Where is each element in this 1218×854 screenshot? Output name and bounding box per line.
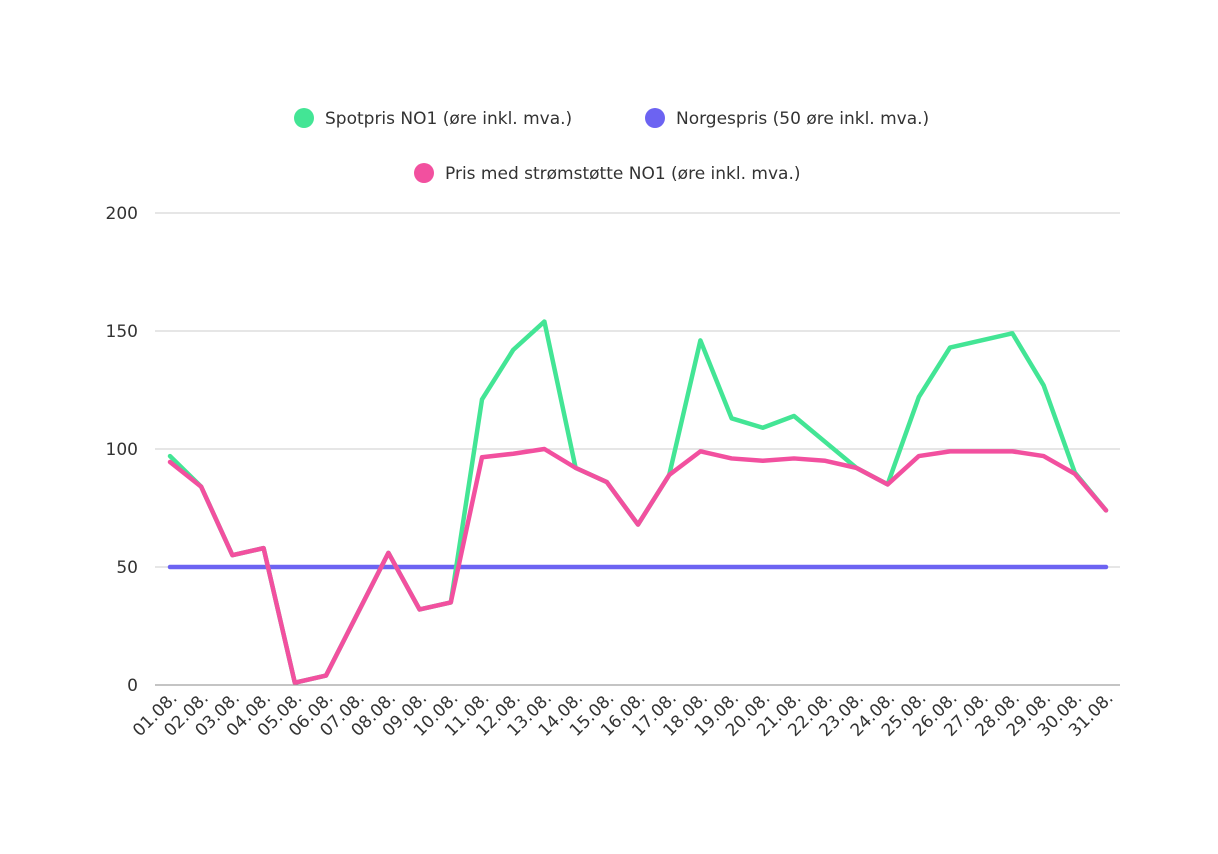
x-axis: 01.08.02.08.03.08.04.08.05.08.06.08.07.0… [129, 688, 1117, 740]
y-tick-label: 100 [106, 440, 138, 460]
legend-label: Spotpris NO1 (øre inkl. mva.) [325, 109, 572, 129]
series-lines [167, 319, 1109, 685]
legend-marker [414, 163, 434, 183]
legend-label: Norgespris (50 øre inkl. mva.) [676, 109, 929, 129]
y-axis: 0 50 100 150 200 [106, 204, 138, 696]
gridlines [155, 212, 1120, 686]
y-tick-label: 0 [127, 676, 138, 696]
y-tick-label: 200 [106, 204, 138, 224]
y-tick-label: 50 [116, 558, 138, 578]
legend-label: Pris med strømstøtte NO1 (øre inkl. mva.… [445, 164, 801, 184]
legend-marker [294, 108, 314, 128]
series-line-0 [167, 319, 1109, 685]
series-line-2 [167, 446, 1109, 685]
y-tick-label: 150 [106, 322, 138, 342]
legend-marker [645, 108, 665, 128]
legend: Spotpris NO1 (øre inkl. mva.) Norgespris … [294, 108, 929, 184]
